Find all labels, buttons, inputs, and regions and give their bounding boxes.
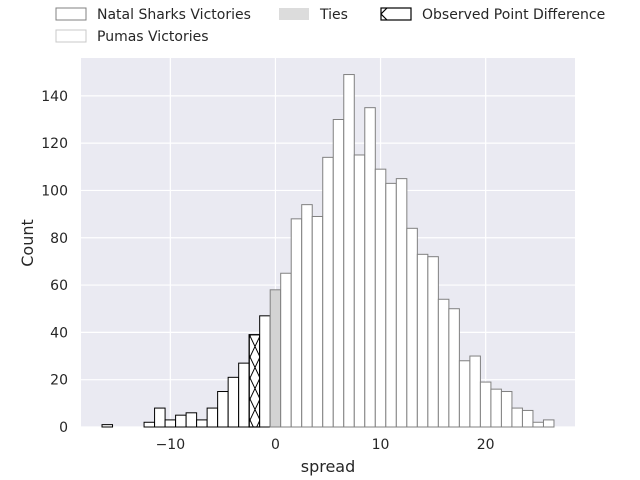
- bar-natal: [217, 391, 229, 428]
- legend-swatch-ties: [279, 8, 309, 20]
- y-tick-label: 0: [59, 420, 68, 436]
- legend-label-observed: Observed Point Difference: [422, 7, 605, 23]
- x-tick-label: 20: [477, 437, 495, 453]
- bar-pumas: [479, 381, 492, 428]
- bar-pumas: [532, 421, 544, 428]
- bar-pumas: [406, 227, 418, 428]
- bar-pumas: [364, 107, 376, 428]
- bar-pumas: [311, 215, 324, 428]
- bar-pumas: [427, 256, 439, 428]
- bar-natal: [101, 424, 114, 428]
- legend-label-pumas: Pumas Victories: [97, 29, 209, 45]
- y-axis-label: Count: [18, 219, 37, 267]
- bar-pumas: [332, 119, 345, 428]
- bar-pumas: [280, 272, 292, 428]
- bar-natal: [259, 315, 271, 428]
- y-tick-label: 40: [50, 325, 68, 341]
- y-tick-label: 80: [50, 231, 68, 247]
- bar-observed-point-difference: [248, 334, 261, 428]
- legend-swatch-natal: [55, 7, 87, 21]
- y-tick-label: 140: [41, 89, 68, 105]
- bar-pumas: [521, 409, 534, 428]
- bar-pumas: [416, 253, 429, 428]
- bar-pumas: [353, 154, 366, 428]
- bar-pumas: [500, 391, 513, 428]
- y-tick-label: 120: [41, 136, 68, 152]
- bar-pumas: [469, 355, 481, 428]
- x-axis-label: spread: [301, 457, 356, 476]
- bar-natal: [185, 412, 198, 428]
- bar-pumas: [374, 168, 387, 428]
- legend-swatch-observed-hatch: [380, 7, 388, 21]
- legend-label-natal: Natal Sharks Victories: [97, 7, 251, 23]
- x-tick-label: 0: [271, 437, 280, 453]
- bar-pumas: [448, 308, 460, 428]
- bar-pumas: [437, 298, 450, 428]
- bar-natal: [196, 419, 208, 428]
- bar-ties: [269, 289, 282, 428]
- bar-natal: [175, 414, 187, 428]
- legend: Natal Sharks Victories Pumas Victories T…: [55, 7, 605, 45]
- legend-swatch-pumas: [55, 29, 87, 43]
- legend-label-ties: Ties: [319, 7, 348, 23]
- bar-pumas: [458, 360, 471, 428]
- bar-pumas: [542, 419, 555, 428]
- bar-pumas: [290, 218, 303, 428]
- bar-pumas: [322, 156, 334, 428]
- bar-natal: [238, 362, 250, 428]
- y-tick-label: 100: [41, 183, 68, 199]
- x-tick-label: 10: [372, 437, 390, 453]
- x-tick-label: −10: [156, 437, 186, 453]
- x-tick-labels: −10 0 10 20: [156, 437, 495, 453]
- y-tick-label: 20: [50, 373, 68, 389]
- bar-natal: [227, 376, 240, 428]
- y-tick-labels: 0 20 40 60 80 100 120 140: [41, 89, 68, 436]
- bar-pumas: [301, 204, 313, 428]
- bars: [101, 74, 555, 428]
- bar-pumas: [395, 178, 408, 428]
- bar-natal: [164, 419, 177, 428]
- bar-pumas: [343, 74, 355, 428]
- bar-pumas: [385, 182, 397, 428]
- bar-natal: [143, 421, 156, 428]
- bar-natal: [154, 407, 166, 428]
- bar-natal: [206, 407, 219, 428]
- y-tick-label: 60: [50, 278, 68, 294]
- bar-pumas: [490, 388, 502, 428]
- bar-pumas: [511, 407, 523, 428]
